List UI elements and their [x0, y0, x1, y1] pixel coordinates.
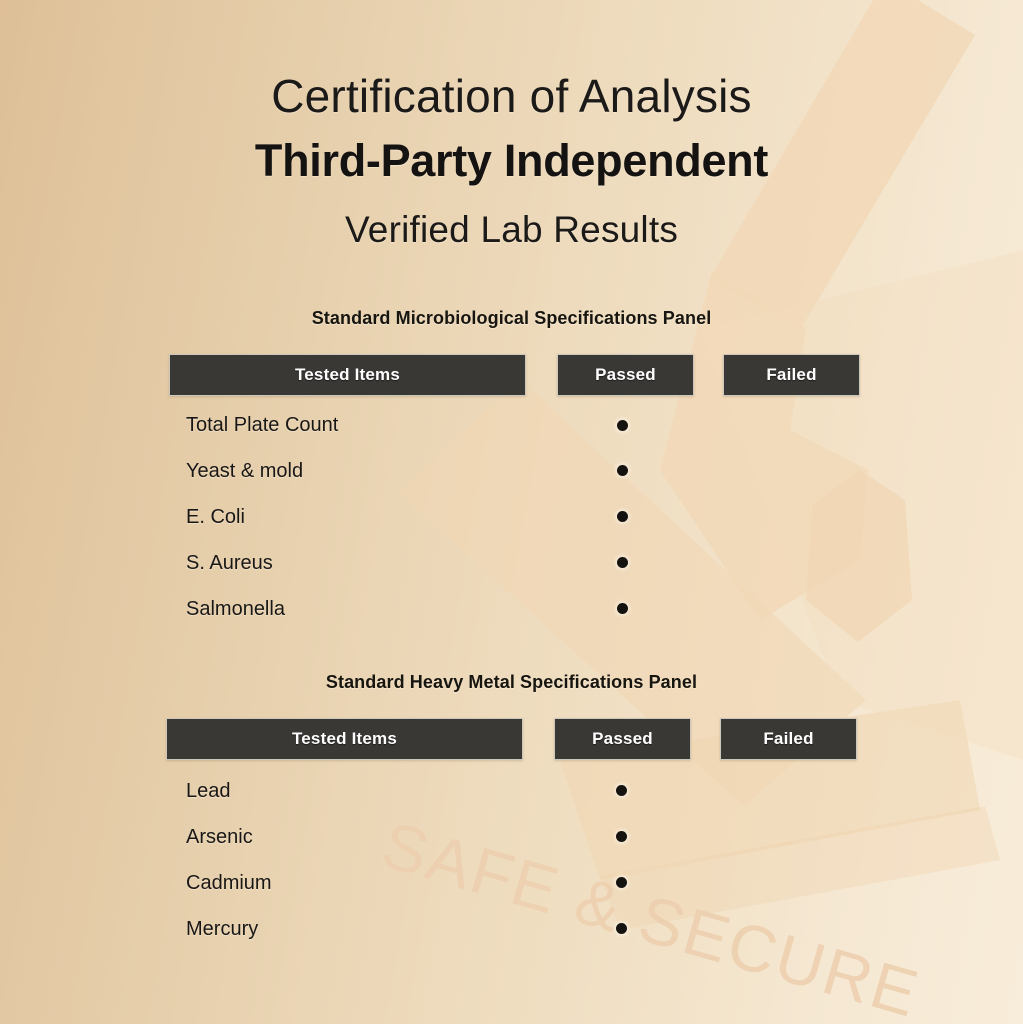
- panel2-header-passed: Passed: [554, 718, 691, 760]
- table-row: Salmonella: [186, 598, 285, 620]
- table-row: S. Aureus: [186, 552, 273, 574]
- panel1-header-tested-items: Tested Items: [169, 354, 526, 396]
- passed-dot: [617, 465, 628, 476]
- passed-dot: [616, 785, 627, 796]
- table-row: Total Plate Count: [186, 414, 339, 436]
- panel2-header-failed: Failed: [720, 718, 857, 760]
- passed-dot: [617, 511, 628, 522]
- table-row: Arsenic: [186, 826, 253, 848]
- title-line-1: Certification of Analysis: [271, 70, 752, 122]
- panel1-header-failed-label: Failed: [766, 365, 817, 384]
- panel2-header-failed-label: Failed: [763, 729, 814, 748]
- panel1-header-failed: Failed: [723, 354, 860, 396]
- panel2-header-passed-label: Passed: [592, 729, 653, 748]
- panel2-header-tested-items: Tested Items: [166, 718, 523, 760]
- passed-dot: [617, 603, 628, 614]
- table-row: Lead: [186, 780, 231, 802]
- passed-dot: [617, 420, 628, 431]
- title-line-2: Third-Party Independent: [254, 135, 769, 186]
- passed-dot: [616, 877, 627, 888]
- page-title: Certification of Analysis Third-Party In…: [0, 66, 1023, 260]
- panel1-header-tested-items-label: Tested Items: [294, 365, 401, 384]
- table-row: Mercury: [186, 918, 259, 940]
- panel1-header-passed: Passed: [557, 354, 694, 396]
- passed-dot: [616, 923, 627, 934]
- panel-caption-heavy-metal: Standard Heavy Metal Specifications Pane…: [325, 672, 698, 692]
- table-row: Cadmium: [186, 872, 272, 894]
- panel1-header-passed-label: Passed: [595, 365, 656, 384]
- passed-dot: [617, 557, 628, 568]
- panel-caption-microbiological: Standard Microbiological Specifications …: [311, 308, 712, 328]
- passed-dot: [616, 831, 627, 842]
- title-line-3: Verified Lab Results: [344, 209, 679, 250]
- table-row: Yeast & mold: [186, 460, 304, 482]
- table-row: E. Coli: [186, 506, 245, 528]
- panel2-header-tested-items-label: Tested Items: [291, 729, 398, 748]
